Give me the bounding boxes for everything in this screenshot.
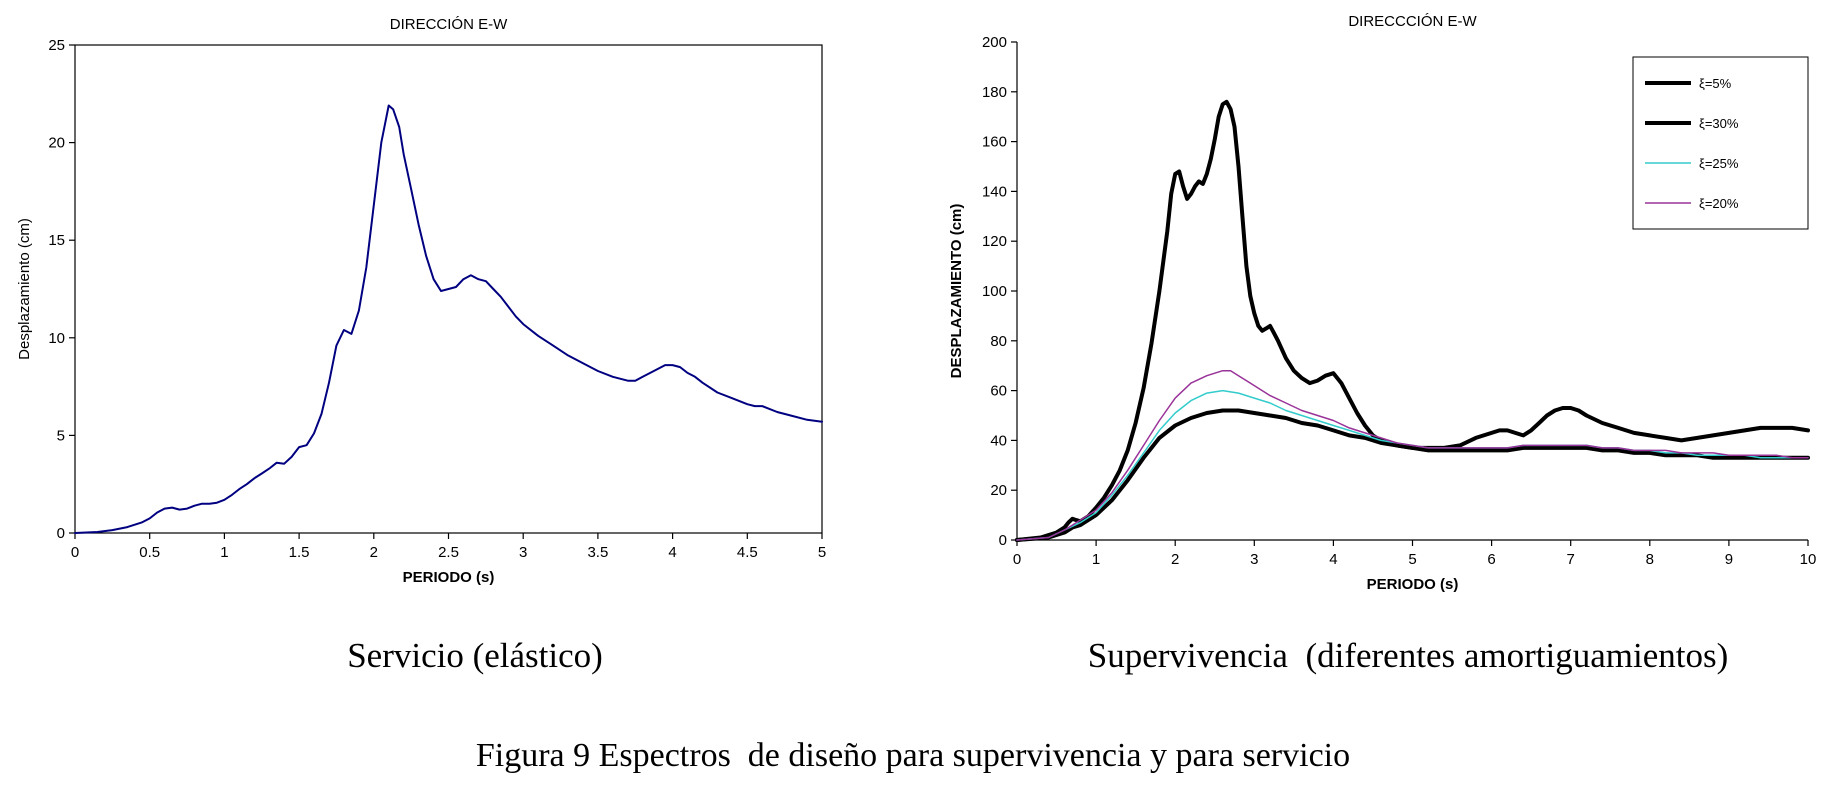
y-tick-label: 200 [982,34,1007,51]
x-tick-label: 4 [668,544,676,561]
x-tick-label: 5 [1408,551,1416,568]
x-tick-label: 7 [1567,551,1575,568]
y-tick-label: 0 [999,532,1007,549]
x-tick-label: 3 [1250,551,1258,568]
x-ticks: 0 0.5 1 1.5 2 2.5 3 3.5 4 4.5 5 [71,533,826,561]
servicio-svg: DIRECCIÓN E-W 0 0.5 1 1.5 2 2.5 3 3.5 4 4.5 5 0 5 10 15… [16,16,826,586]
y-tick-label: 20 [48,135,65,152]
y-tick-label: 0 [57,525,65,542]
y-axis-label: DESPLAZAMIENTO (cm) [948,204,965,379]
y-tick-label: 100 [982,283,1007,300]
x-axis-label: PERIODO (s) [1367,576,1459,593]
x-tick-label: 1 [1092,551,1100,568]
chart-supervivencia: DIRECCCIÓN E-W 0 1 2 3 4 5 6 7 8 9 10 0 20 40 60 80 100 12… [935,0,1821,612]
legend: ξ=5% ξ=30% ξ=25% ξ=20% [1632,56,1809,230]
y-tick-label: 5 [57,427,65,444]
y-tick-label: 120 [982,233,1007,250]
caption-supervivencia: Supervivencia (diferentes amortiguamient… [1087,636,1729,675]
x-tick-label: 9 [1725,551,1733,568]
x-tick-label: 2.5 [438,544,459,561]
legend-box [1632,56,1809,230]
series-line-3 [1016,369,1809,541]
caption-servicio: Servicio (elástico) [347,636,603,675]
y-tick-label: 160 [982,134,1007,151]
x-tick-label: 2 [370,544,378,561]
supervivencia-svg: DIRECCCIÓN E-W0 1 2 3 4 5 6 7 8 9 1002040608010012… [948,13,1817,593]
y-tick-label: 20 [990,482,1007,499]
x-ticks: 0 1 2 3 4 5 6 7 8 9 10 [1013,540,1817,568]
y-tick-label: 15 [48,232,65,249]
y-tick-label: 140 [982,183,1007,200]
y-tick-label: 10 [48,330,65,347]
y-tick-label: 180 [982,84,1007,101]
chart-title: DIRECCIÓN E-W [390,16,508,33]
x-tick-label: 5 [818,544,826,561]
x-tick-label: 0 [71,544,79,561]
y-tick-label: 25 [48,37,65,54]
x-tick-label: 1.5 [289,544,310,561]
x-axis-label: PERIODO (s) [403,569,495,586]
y-tick-label: 80 [990,333,1007,350]
x-tick-label: 4 [1329,551,1337,568]
y-tick-label: 40 [990,432,1007,449]
figure-caption: Figura 9 Espectros de diseño para superv… [475,737,1351,774]
x-tick-label: 0 [1013,551,1021,568]
x-tick-label: 1 [220,544,228,561]
series-line-0 [1015,99,1810,542]
series-line-0 [74,104,823,534]
x-tick-label: 6 [1487,551,1495,568]
y-ticks: 0 5 10 15 20 25 [48,37,75,542]
legend-label: ξ=20% [1699,196,1739,211]
series-line-1 [1015,408,1810,542]
chart-supervivencia-plot: DIRECCCIÓN E-W 0 1 2 3 4 5 6 7 8 9 10 0 20 40 60 80 100 12… [935,0,1821,612]
legend-label: ξ=30% [1699,116,1739,131]
legend-label: ξ=25% [1699,156,1739,171]
chart-title: DIRECCCIÓN E-W [1348,13,1477,30]
y-tick-label: 60 [990,383,1007,400]
legend-label: ξ=5% [1699,76,1732,91]
x-tick-label: 3.5 [587,544,608,561]
chart-servicio: DIRECCIÓN E-W 0 0.5 1 1.5 2 2.5 3 3.5 4 4.5 5 0 5 10 15… [15,0,845,612]
y-axis-label: Desplazamiento (cm) [16,218,33,360]
series-line-2 [1016,389,1809,541]
x-tick-label: 0.5 [139,544,160,561]
x-tick-label: 10 [1800,551,1817,568]
y-ticks: 0 20 40 60 80 100 120 140 160 180 200 [982,34,1017,549]
x-tick-label: 4.5 [737,544,758,561]
x-tick-label: 2 [1171,551,1179,568]
x-tick-label: 8 [1646,551,1654,568]
x-tick-label: 3 [519,544,527,561]
chart-servicio-plot: DIRECCIÓN E-W 0 0.5 1 1.5 2 2.5 3 3.5 4 4.5 5 0 5 10 15… [15,0,845,612]
